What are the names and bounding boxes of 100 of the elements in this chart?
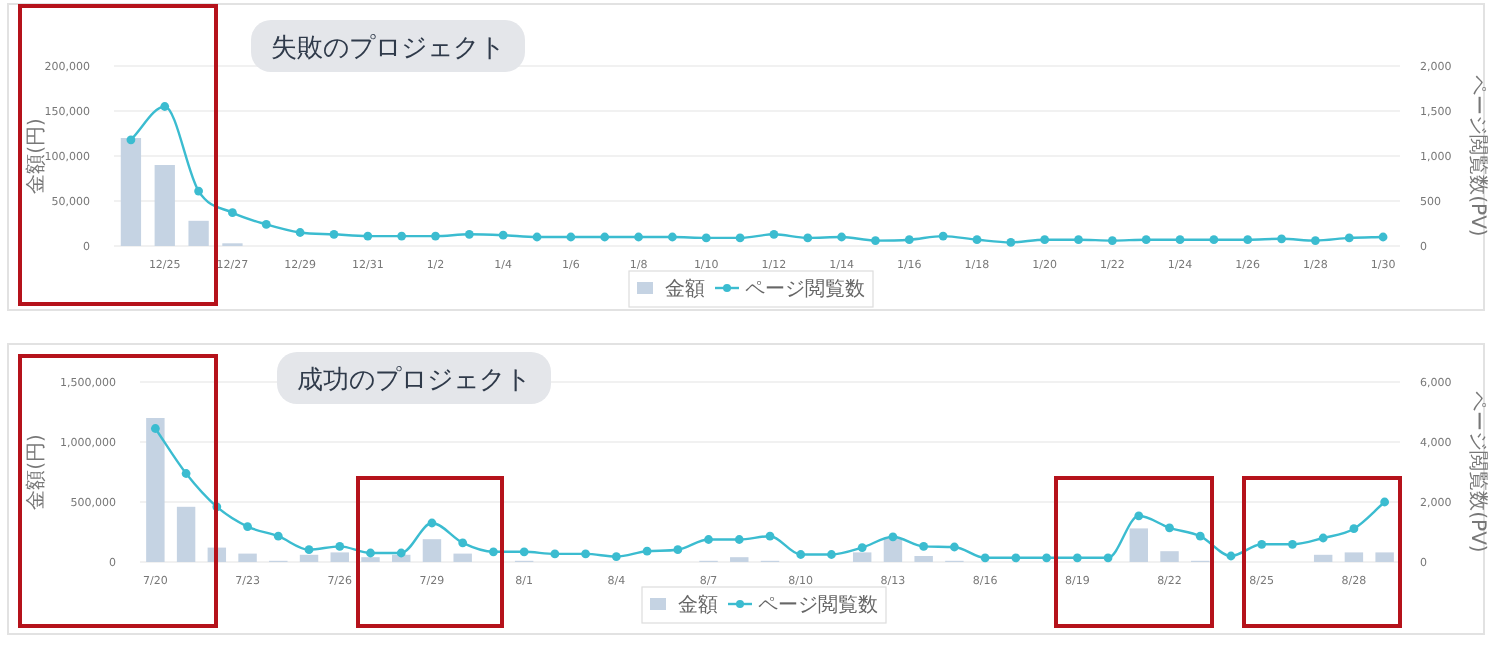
point (1165, 523, 1174, 533)
point (1134, 511, 1144, 521)
point (329, 229, 339, 239)
point (1042, 553, 1051, 563)
point (827, 550, 836, 559)
bar (1344, 552, 1364, 562)
point (181, 469, 191, 478)
point (1072, 553, 1082, 563)
bar (883, 538, 903, 562)
y2-axis-title: ページ閲覧数(PV) (1466, 75, 1488, 237)
point (796, 550, 806, 559)
point (363, 231, 373, 241)
point (1310, 236, 1320, 245)
legend-label: ページ閲覧数 (745, 279, 865, 301)
point (550, 549, 560, 559)
point (642, 546, 652, 556)
point (938, 231, 948, 241)
point (803, 233, 813, 243)
bar (120, 138, 142, 246)
legend-label: 金額 (665, 277, 705, 301)
point (1378, 232, 1388, 242)
point (396, 548, 406, 558)
point (1344, 233, 1354, 243)
point (1257, 539, 1267, 549)
point (1195, 531, 1205, 541)
bar (422, 539, 442, 562)
point (769, 229, 779, 239)
point (1074, 235, 1083, 245)
chart-title: 成功のプロジェクト (297, 366, 531, 396)
point (1040, 235, 1050, 245)
bar (453, 553, 472, 562)
point (1243, 235, 1253, 245)
point (611, 552, 621, 561)
point (972, 235, 982, 245)
bar (914, 556, 933, 562)
point (1107, 236, 1117, 245)
point (1226, 551, 1236, 561)
point (243, 522, 252, 531)
point (1141, 235, 1151, 245)
point (427, 518, 437, 528)
point (673, 545, 683, 555)
point (980, 553, 990, 563)
legend-label: 金額 (678, 593, 718, 617)
point (126, 135, 136, 145)
point (919, 542, 929, 551)
point (634, 232, 643, 242)
point (464, 229, 474, 239)
point (1209, 235, 1219, 245)
point (1175, 235, 1185, 245)
point (1318, 533, 1328, 543)
point (273, 531, 283, 541)
point (228, 208, 237, 218)
legend-label: ページ閲覧数 (758, 595, 878, 617)
point (160, 102, 170, 111)
point (735, 233, 745, 243)
bar (188, 220, 209, 246)
bar (330, 552, 349, 562)
bar (852, 552, 872, 562)
point (335, 542, 345, 551)
point (1103, 553, 1113, 563)
point (489, 547, 498, 557)
point (904, 235, 914, 245)
y-axis-title: 金額(円) (24, 434, 48, 510)
point (304, 545, 314, 555)
y2-axis-title: ページ閲覧数(PV) (1466, 391, 1488, 553)
bar (1160, 551, 1179, 562)
point (397, 231, 407, 241)
point (765, 531, 775, 541)
point (1288, 539, 1297, 549)
point (701, 233, 711, 243)
point (871, 236, 880, 245)
point (837, 232, 847, 242)
point (1277, 234, 1286, 244)
chart-title: 失敗のプロジェクト (271, 34, 505, 64)
bar (154, 165, 175, 246)
point (150, 424, 160, 433)
point (949, 542, 959, 552)
point (704, 535, 713, 544)
bar (176, 506, 196, 562)
point (1380, 497, 1390, 507)
point (734, 535, 744, 544)
point (667, 232, 677, 242)
point (600, 232, 610, 242)
point (458, 538, 468, 548)
y-axis-title: 金額(円) (24, 118, 48, 194)
bar (1375, 552, 1394, 562)
point (519, 547, 529, 557)
point (261, 220, 271, 229)
point (498, 230, 508, 240)
bar (146, 418, 165, 562)
point (566, 232, 576, 242)
point (295, 228, 305, 237)
point (194, 186, 204, 196)
point (857, 543, 867, 552)
point (366, 548, 375, 558)
point (888, 532, 898, 542)
bar (299, 554, 319, 562)
point (1349, 524, 1359, 534)
point (532, 232, 542, 242)
point (431, 231, 440, 241)
